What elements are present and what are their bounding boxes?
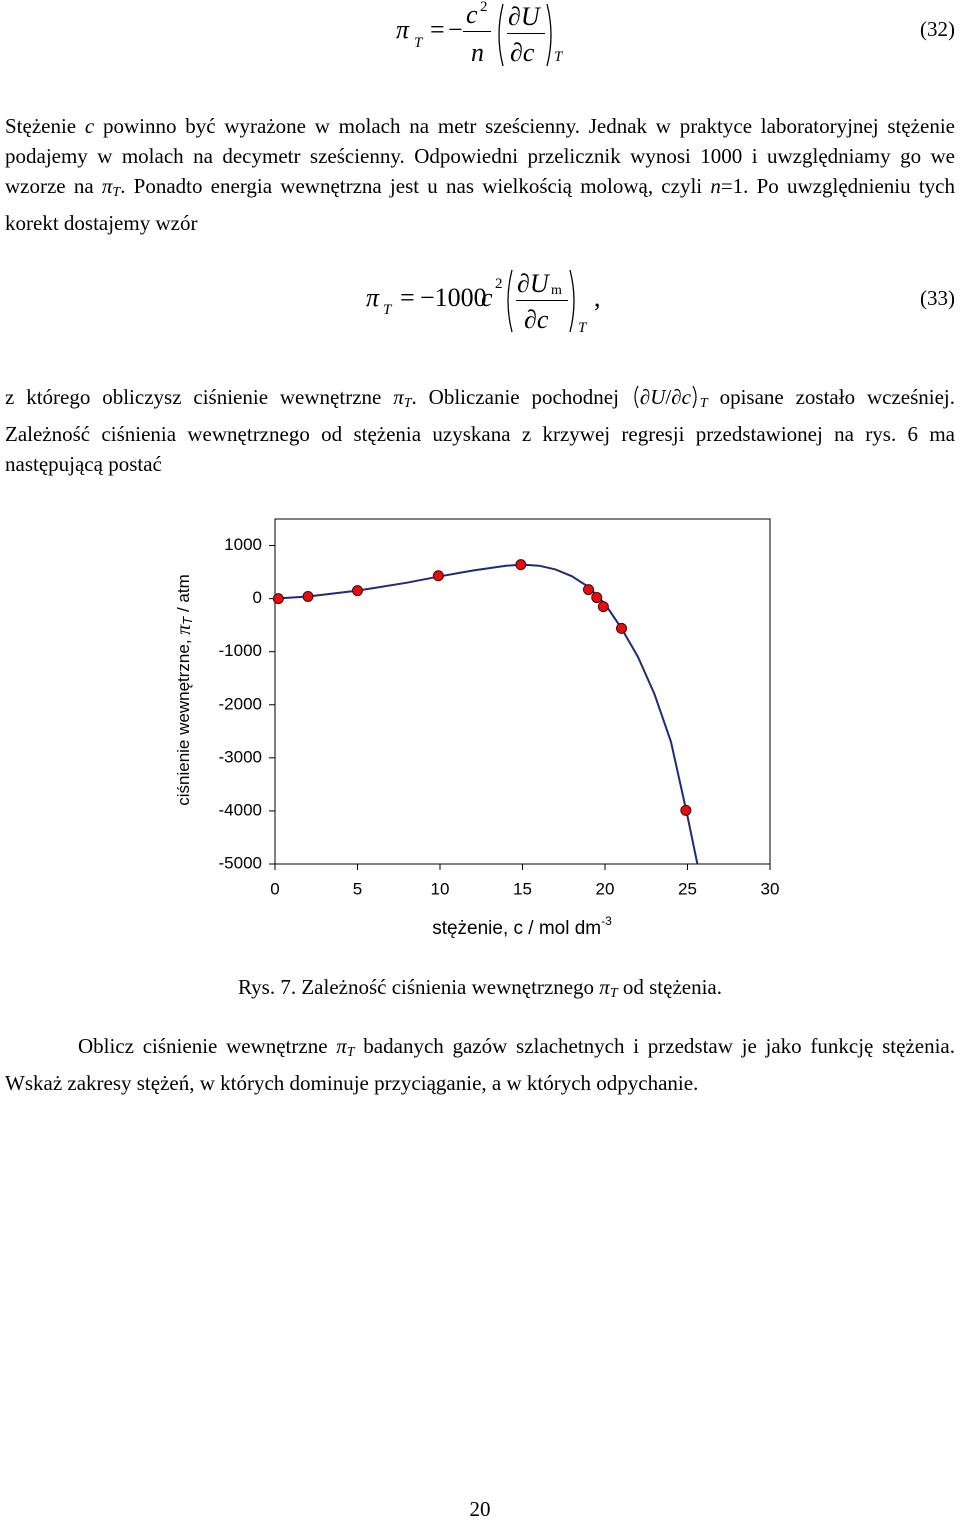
text: π xyxy=(599,975,610,999)
paragraph: Oblicz ciśnienie wewnętrzne πT badanych … xyxy=(5,1031,955,1098)
y-tick-label: -5000 xyxy=(219,853,262,872)
eq-minus: − xyxy=(448,15,463,44)
fit-curve xyxy=(275,563,699,865)
fraction-line xyxy=(516,300,568,301)
text: Oblicz ciśnienie wewnętrzne xyxy=(78,1034,337,1058)
text: T xyxy=(180,616,195,625)
data-point xyxy=(352,585,363,597)
parentheses xyxy=(507,269,575,333)
x-tick-label: 0 xyxy=(270,879,279,898)
text: z którego obliczysz ciśnienie wewnętrzne xyxy=(5,385,394,409)
data-point xyxy=(515,559,527,571)
eq-subscript: T xyxy=(554,49,563,65)
eq-comma: , xyxy=(594,283,601,312)
text: badanych gazów szlachetnych i przedstaw … xyxy=(5,1034,955,1095)
eq-subscript: T xyxy=(578,320,587,336)
eq-derivative-den: ∂c xyxy=(524,305,549,334)
text: T xyxy=(699,396,708,411)
y-tick-label: -1000 xyxy=(219,641,262,660)
x-tick-label: 10 xyxy=(431,879,450,898)
eq-subscript: m xyxy=(551,283,562,298)
text: od stężenia. xyxy=(617,975,722,999)
y-tick-label: 0 xyxy=(253,588,262,607)
text: c xyxy=(84,114,95,138)
eq-symbol: π xyxy=(396,15,410,44)
y-tick-label: -4000 xyxy=(219,800,262,819)
eq-denominator: n xyxy=(471,38,484,67)
eq-variable: c xyxy=(481,283,493,312)
data-point xyxy=(591,592,603,604)
data-point xyxy=(616,622,627,634)
text: ciśnienie wewnętrzne, xyxy=(174,635,193,806)
page-number: 20 xyxy=(469,1497,491,1521)
y-tick-label: 1000 xyxy=(224,535,262,554)
x-axis-label: stężenie, c / mol dm-3 xyxy=(432,914,612,939)
y-tick-label: -2000 xyxy=(219,694,262,713)
eq-number: (33) xyxy=(920,286,955,310)
text: T xyxy=(112,185,121,200)
parentheses xyxy=(498,3,552,67)
data-point xyxy=(680,804,692,816)
text: π xyxy=(101,174,113,198)
text: / xyxy=(665,385,672,409)
data-point xyxy=(302,590,314,602)
y-axis-label: ciśnienie wewnętrzne, πT / atm xyxy=(173,574,196,806)
fraction-line xyxy=(507,33,545,34)
eq-derivative-num: ∂U xyxy=(517,269,549,298)
data-point xyxy=(432,570,444,582)
eq-derivative-num: ∂U xyxy=(508,2,540,31)
text: stężenie, c / mol dm xyxy=(432,918,601,939)
parenthesis xyxy=(692,385,697,409)
text: Stężenie xyxy=(5,114,85,138)
eq-superscript: 2 xyxy=(495,276,503,292)
x-tick-label: 30 xyxy=(761,879,780,898)
paragraph: z którego obliczysz ciśnienie wewnętrzne… xyxy=(5,382,955,479)
text: π xyxy=(393,385,404,409)
parenthesis xyxy=(634,385,639,409)
eq-sign: = xyxy=(430,15,445,44)
x-tick-label: 20 xyxy=(596,879,615,898)
text: -3 xyxy=(601,914,612,928)
eq-symbol: π xyxy=(366,283,380,312)
text: π xyxy=(173,624,195,635)
data-point xyxy=(272,593,284,605)
text: T xyxy=(403,396,412,411)
text: . Obliczanie pochodnej xyxy=(411,385,631,409)
eq-subscript: T xyxy=(383,302,392,318)
text: . Ponadto energia wewnętrzna jest u nas … xyxy=(120,174,711,198)
eq-number: (32) xyxy=(920,17,955,41)
text: ∂U xyxy=(639,385,666,409)
eq-sign: = xyxy=(400,283,415,312)
chart: ciśnienie wewnętrzne, πT / atm stężenie,… xyxy=(173,518,780,939)
text: n xyxy=(710,174,721,198)
plot-frame xyxy=(274,518,771,865)
eq-coefficient: −1000 xyxy=(420,283,487,312)
eq-derivative-den: ∂c xyxy=(510,38,535,67)
text: π xyxy=(336,1034,347,1058)
paragraph: Stężenie c powinno być wyrażone w molach… xyxy=(5,111,955,238)
text: T xyxy=(346,1045,355,1060)
x-tick-label: 15 xyxy=(513,879,532,898)
text: opisane zostało wcześniej. Zależność ciś… xyxy=(5,385,955,476)
eq-subscript: T xyxy=(414,35,423,51)
text: Rys. 7. Zależność ciśnienia wewnętrznego xyxy=(238,975,600,999)
x-tick-label: 5 xyxy=(353,879,362,898)
x-tick-label: 25 xyxy=(678,879,697,898)
fraction-line xyxy=(463,31,491,32)
text: T xyxy=(609,986,618,1001)
caption: Rys. 7. Zależność ciśnienia wewnętrznego… xyxy=(0,972,960,1009)
text: ∂c xyxy=(671,385,691,409)
eq-numerator: c xyxy=(466,0,478,29)
eq-superscript: 2 xyxy=(480,0,488,15)
text: powinno być wyrażone w molach na metr sz… xyxy=(5,114,955,198)
y-tick-label: -3000 xyxy=(219,747,262,766)
data-point xyxy=(583,584,594,596)
text: =1. Po uwzględnieniu tych korekt dostaje… xyxy=(5,174,955,235)
inline-derivative: ∂U/∂c T xyxy=(631,382,708,419)
data-point xyxy=(597,601,609,613)
text: / atm xyxy=(174,574,193,617)
